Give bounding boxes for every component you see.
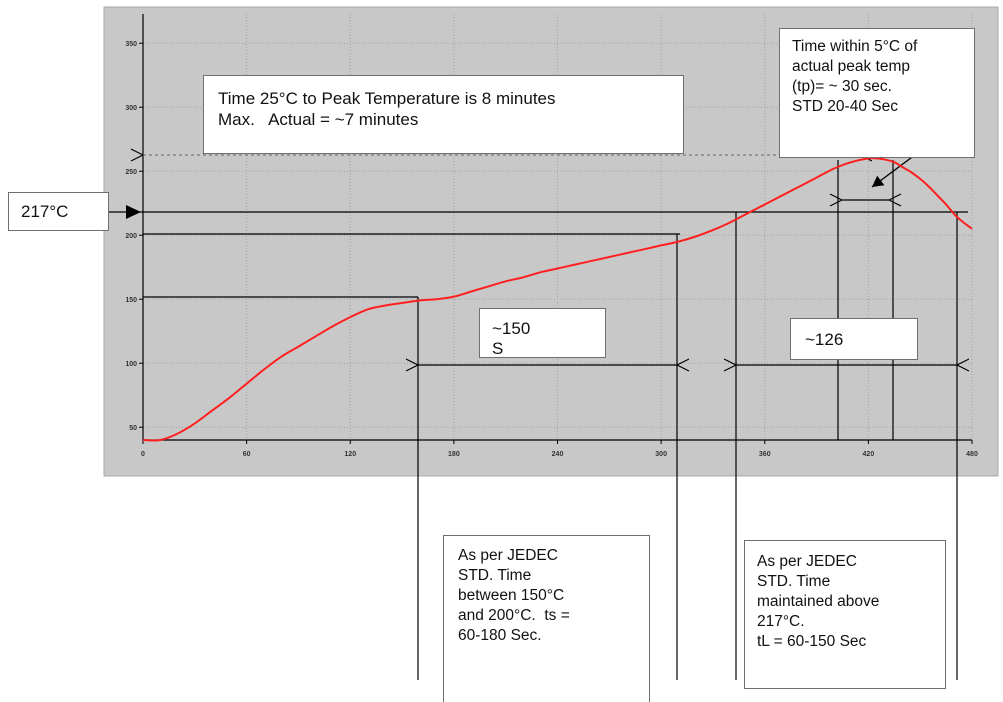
tl-note-callout: As per JEDEC STD. Time maintained above … [744,540,946,689]
x-tick-label: 300 [655,451,667,458]
ts-note-line-5: 60-180 Sec. [458,627,542,644]
liquidus-pointer-arrow [126,205,141,219]
soak-value-box: ~150 S [479,308,606,358]
y-tick-label: 200 [125,233,137,240]
ts-note-line-4: and 200°C. ts = [458,607,570,624]
peak-time-line-3: (tp)= ~ 30 sec. [792,78,892,95]
ts-note-line-3: between 150°C [458,587,565,604]
peak-time-line-1: Time within 5°C of [792,38,918,55]
soak-value: ~150 [492,319,531,338]
ramp-time-callout: Time 25°C to Peak Temperature is 8 minut… [203,75,684,154]
x-tick-label: 480 [966,451,978,458]
x-tick-label: 120 [344,451,356,458]
above-liquidus-value: ~126 [805,330,844,349]
y-tick-label: 50 [129,425,137,432]
ramp-time-line-2: Max. Actual = ~7 minutes [218,110,419,129]
y-tick-label: 150 [125,297,137,304]
liquidus-label-box: 217°C [8,192,109,231]
x-tick-labels: 0 60 120 180 240 300 360 420 480 [141,451,978,458]
x-tick-label: 60 [243,451,251,458]
y-tick-label: 100 [125,361,137,368]
liquidus-label: 217°C [21,202,69,221]
tl-note-line-4: 217°C. [757,613,805,630]
x-tick-label: 180 [448,451,460,458]
y-tick-label: 300 [125,105,137,112]
x-tick-label: 420 [863,451,875,458]
tl-note-line-1: As per JEDEC [757,553,857,570]
x-tick-label: 0 [141,451,145,458]
tl-note-line-3: maintained above [757,593,880,610]
peak-time-line-2: actual peak temp [792,58,911,75]
x-tick-label: 360 [759,451,771,458]
y-tick-labels: 50 100 150 200 250 300 350 [125,41,137,432]
ts-note-line-2: STD. Time [458,567,532,584]
x-tick-label: 240 [552,451,564,458]
y-tick-label: 250 [125,169,137,176]
peak-time-callout: Time within 5°C of actual peak temp (tp)… [779,28,975,158]
tl-note-line-5: tL = 60-150 Sec [757,633,867,650]
y-tick-label: 350 [125,41,137,48]
temperature-curve [142,157,973,442]
peak-time-line-4: STD 20-40 Sec [792,98,898,115]
above-liquidus-value-box: ~126 [790,318,918,360]
ts-note-callout: As per JEDEC STD. Time between 150°C and… [443,535,650,702]
soak-value-cut: S [492,339,504,358]
ts-note-line-1: As per JEDEC [458,547,558,564]
grid-lines [142,14,973,440]
tl-note-line-2: STD. Time [757,573,831,590]
ramp-time-line-1: Time 25°C to Peak Temperature is 8 minut… [218,89,556,108]
